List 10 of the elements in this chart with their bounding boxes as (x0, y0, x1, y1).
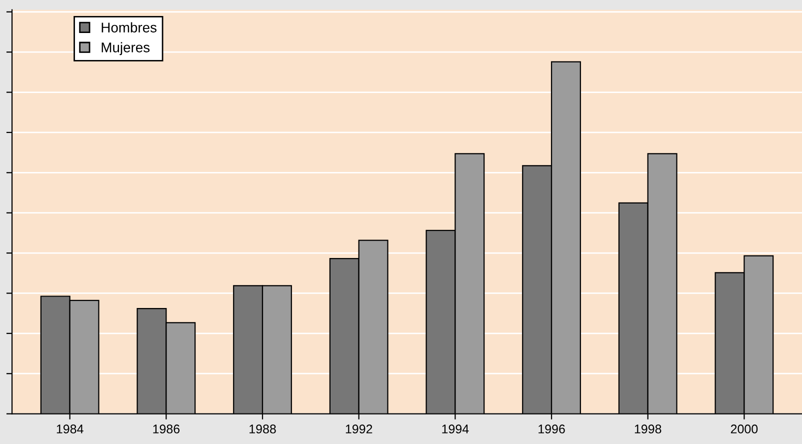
x-tick-label: 1994 (442, 424, 469, 434)
x-tick-label: 1984 (56, 424, 84, 434)
legend-label: Hombres (102, 22, 156, 32)
x-tick-label: 2000 (730, 424, 758, 434)
x-tick-label: 1996 (538, 424, 565, 434)
x-tick-label: 1988 (250, 424, 276, 434)
legend-label: Mujeres (102, 42, 150, 56)
x-tick-label: 1986 (153, 424, 180, 434)
x-tick-label: 1992 (346, 424, 372, 434)
x-tick-label: 1998 (634, 424, 662, 434)
